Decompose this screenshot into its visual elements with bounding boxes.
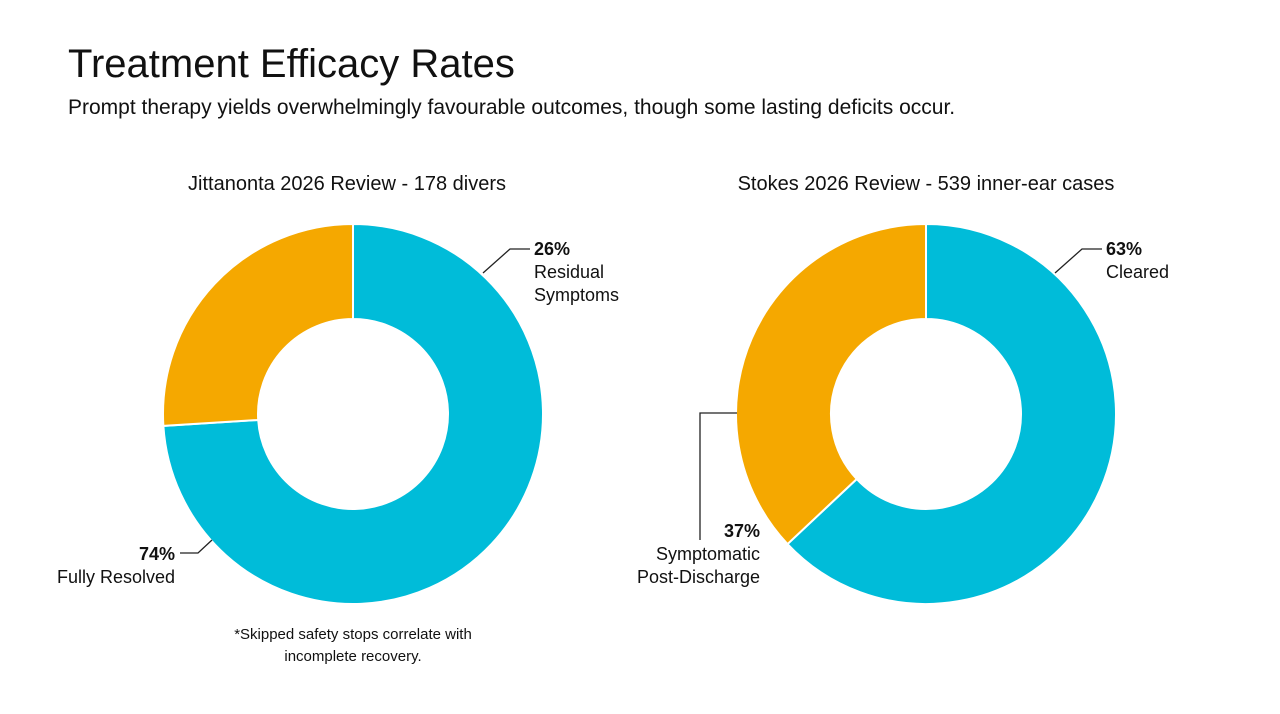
- leader-line: [699, 412, 737, 540]
- title: Treatment Efficacy Rates: [68, 42, 515, 86]
- value-label: 63%: [1106, 239, 1143, 259]
- leader-line: [1054, 248, 1102, 274]
- category-label: Fully Resolved: [56, 567, 175, 587]
- subtitle: Prompt therapy yields overwhelmingly fav…: [68, 96, 956, 119]
- donut-segment: [162, 222, 544, 605]
- segment-label: 37% Symptomatic Post-Discharge: [630, 520, 760, 589]
- category-label: Cleared: [1106, 262, 1170, 282]
- leader-line: [482, 248, 530, 274]
- donut-segment: [162, 222, 354, 427]
- segment-label: 74% Fully Resolved: [45, 543, 175, 589]
- chart-title: Jittanonta 2026 Review - 178 divers: [188, 173, 506, 195]
- category-label: Symptomatic Post-Discharge: [636, 544, 760, 587]
- value-label: 37%: [723, 521, 760, 541]
- leader-line: [180, 539, 213, 554]
- chart-title: Stokes 2026 Review - 539 inner-ear cases: [737, 173, 1115, 195]
- value-label: 74%: [138, 544, 175, 564]
- category-label: Residual Symptoms: [534, 262, 620, 305]
- segment-label: 63% Cleared: [1106, 238, 1236, 284]
- segment-label: 26% Residual Symptoms: [534, 238, 664, 307]
- donut-segment: [735, 222, 927, 546]
- donut-segment: [786, 222, 1117, 605]
- value-label: 26%: [534, 239, 571, 259]
- annotation: *Skipped safety stops correlate with inc…: [234, 626, 472, 665]
